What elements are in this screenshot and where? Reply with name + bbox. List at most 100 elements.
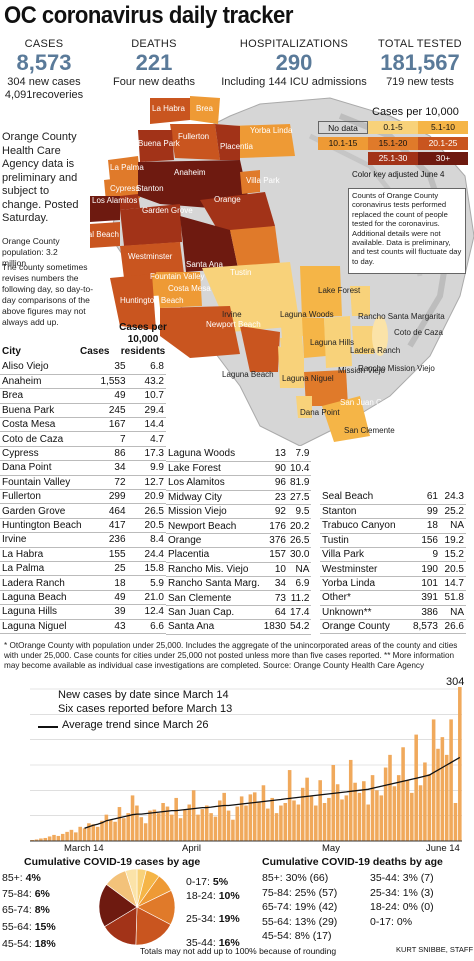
city-cases: 43 [83, 619, 128, 634]
map-lake-forest [300, 266, 342, 318]
chart-bar [322, 803, 327, 841]
city-cases: 99 [410, 504, 440, 520]
chart-bar [152, 809, 157, 841]
map-label-orange: Orange [214, 195, 241, 204]
city-name: Fullerton [0, 489, 84, 505]
chart-bar [366, 804, 370, 841]
chart-bar [130, 795, 135, 841]
map-label-tustin: Tustin [230, 268, 252, 277]
death-age-row: 25-34: 1% (3) [370, 886, 434, 899]
city-rate: 6.6 [127, 619, 166, 634]
table-row: Anaheim 1,553 43.2 [0, 374, 166, 390]
city-cases: 8,573 [410, 619, 440, 635]
map-brea [190, 96, 220, 124]
table-row: Orange 376 26.5 [166, 533, 312, 549]
death-age-row: 45-54: 8% (17) [262, 930, 332, 942]
city-cases: 39 [83, 604, 128, 620]
chart-bar [178, 818, 183, 841]
city-cases: 49 [83, 590, 128, 606]
city-table-3: Seal Beach 61 24.3 Stanton 99 25.2 Trabuco Can… [320, 490, 466, 635]
city-rate: NA [440, 518, 466, 534]
city-name: Rancho Santa Marg. [166, 576, 262, 592]
city-name: La Habra [0, 547, 84, 562]
chart-bar [375, 790, 379, 841]
map-label-yorba-linda: Yorba Linda [250, 126, 293, 135]
city-rate: 12.4 [127, 604, 166, 620]
stat-deaths-value: 221 [135, 50, 173, 75]
death-age-row: 85+: 30% (66) [262, 872, 329, 884]
chart-legend-six: Six cases reported before March 13 [58, 703, 233, 715]
city-cases: 72 [83, 475, 128, 491]
table-row: Rancho Mis. Viejo 10 NA [166, 562, 312, 578]
pie-label: 55-64: 15% [2, 921, 56, 933]
chart-bar [113, 821, 117, 841]
chart-bar [279, 805, 283, 841]
map-coto-de-caza [372, 316, 388, 356]
map-rancho-santa-margarita [350, 286, 370, 316]
map-label-la-palma: La Palma [110, 163, 144, 172]
city-cases: 49 [83, 388, 128, 404]
table-header-city: City [2, 346, 21, 357]
stat-cases-value: 8,573 [16, 50, 72, 75]
table-row: Other* 391 51.8 [320, 590, 466, 606]
city-cases: 7 [83, 431, 128, 447]
pie-label: 35-44: 16% [186, 937, 240, 949]
city-rate: 17.3 [127, 446, 166, 462]
pie-slice [98, 883, 138, 928]
city-cases: 157 [261, 547, 288, 563]
city-rate: 20.5 [127, 518, 166, 534]
map-stanton [120, 194, 140, 210]
chart-legend-trend: Average trend since March 26 [62, 719, 209, 731]
chart-bar [453, 803, 458, 841]
city-cases: 25 [83, 561, 128, 577]
pie-label: 85+: 4% [2, 872, 41, 884]
chart-bar [165, 806, 170, 841]
death-age-row: 35-44: 3% (7) [370, 872, 434, 884]
chart-bar [231, 819, 235, 841]
city-rate: 43.2 [127, 374, 166, 390]
city-cases: 299 [83, 489, 128, 505]
city-cases: 155 [83, 547, 128, 562]
table-row: Newport Beach 176 20.2 [166, 518, 312, 534]
revise-note: The county sometimes revises numbers the… [2, 262, 94, 327]
chart-bar [418, 785, 423, 841]
map-costa-mesa [156, 272, 202, 308]
city-name: Cypress [0, 446, 84, 462]
table-row: Seal Beach 61 24.3 [320, 490, 466, 505]
map-label-brea: Brea [196, 104, 213, 113]
table-row: Tustin 156 19.2 [320, 533, 466, 549]
population-note: Orange County population: 3.2 million [2, 236, 60, 268]
map-label-huntington-beach: Huntington Beach [120, 296, 184, 305]
chart-bar [139, 817, 144, 841]
city-rate: 9.9 [127, 460, 166, 476]
table-row: La Habra 155 24.4 [0, 547, 166, 562]
map-label-dana-point: Dana Point [300, 408, 340, 417]
city-name: La Palma [0, 561, 84, 577]
city-name: Villa Park [320, 547, 410, 563]
chart-bar [87, 823, 91, 841]
x-tick-april: April [182, 843, 202, 854]
chart-bar [200, 809, 205, 841]
city-name: Buena Park [0, 403, 84, 419]
chart-bar [222, 792, 226, 841]
table-row: Costa Mesa 167 14.4 [0, 417, 166, 433]
table-row: Laguna Hills 39 12.4 [0, 604, 166, 620]
chart-bar [314, 805, 318, 841]
city-name: Trabuco Canyon [320, 518, 410, 534]
city-rate: 20.2 [287, 518, 312, 534]
chart-bar [204, 805, 209, 841]
city-cases: 376 [261, 533, 288, 549]
stat-tested-sub: 719 new tests [386, 76, 454, 88]
pie-label-age: 75-84: [2, 888, 32, 900]
chart-bar [213, 816, 218, 841]
pie-label: 25-34: 19% [186, 913, 240, 925]
pie-label-pct: 5% [212, 876, 229, 888]
chart-bar [143, 823, 148, 841]
chart-bar [174, 797, 178, 841]
pie-label: 0-17: 5% [186, 876, 228, 888]
map-santa-ana [180, 216, 238, 272]
legend-adjusted: Color key adjusted June 4 [352, 170, 445, 179]
legend-bin-1: 0.1-5 [368, 121, 418, 134]
city-cases: 61 [410, 490, 440, 505]
city-rate: 51.8 [440, 590, 466, 606]
